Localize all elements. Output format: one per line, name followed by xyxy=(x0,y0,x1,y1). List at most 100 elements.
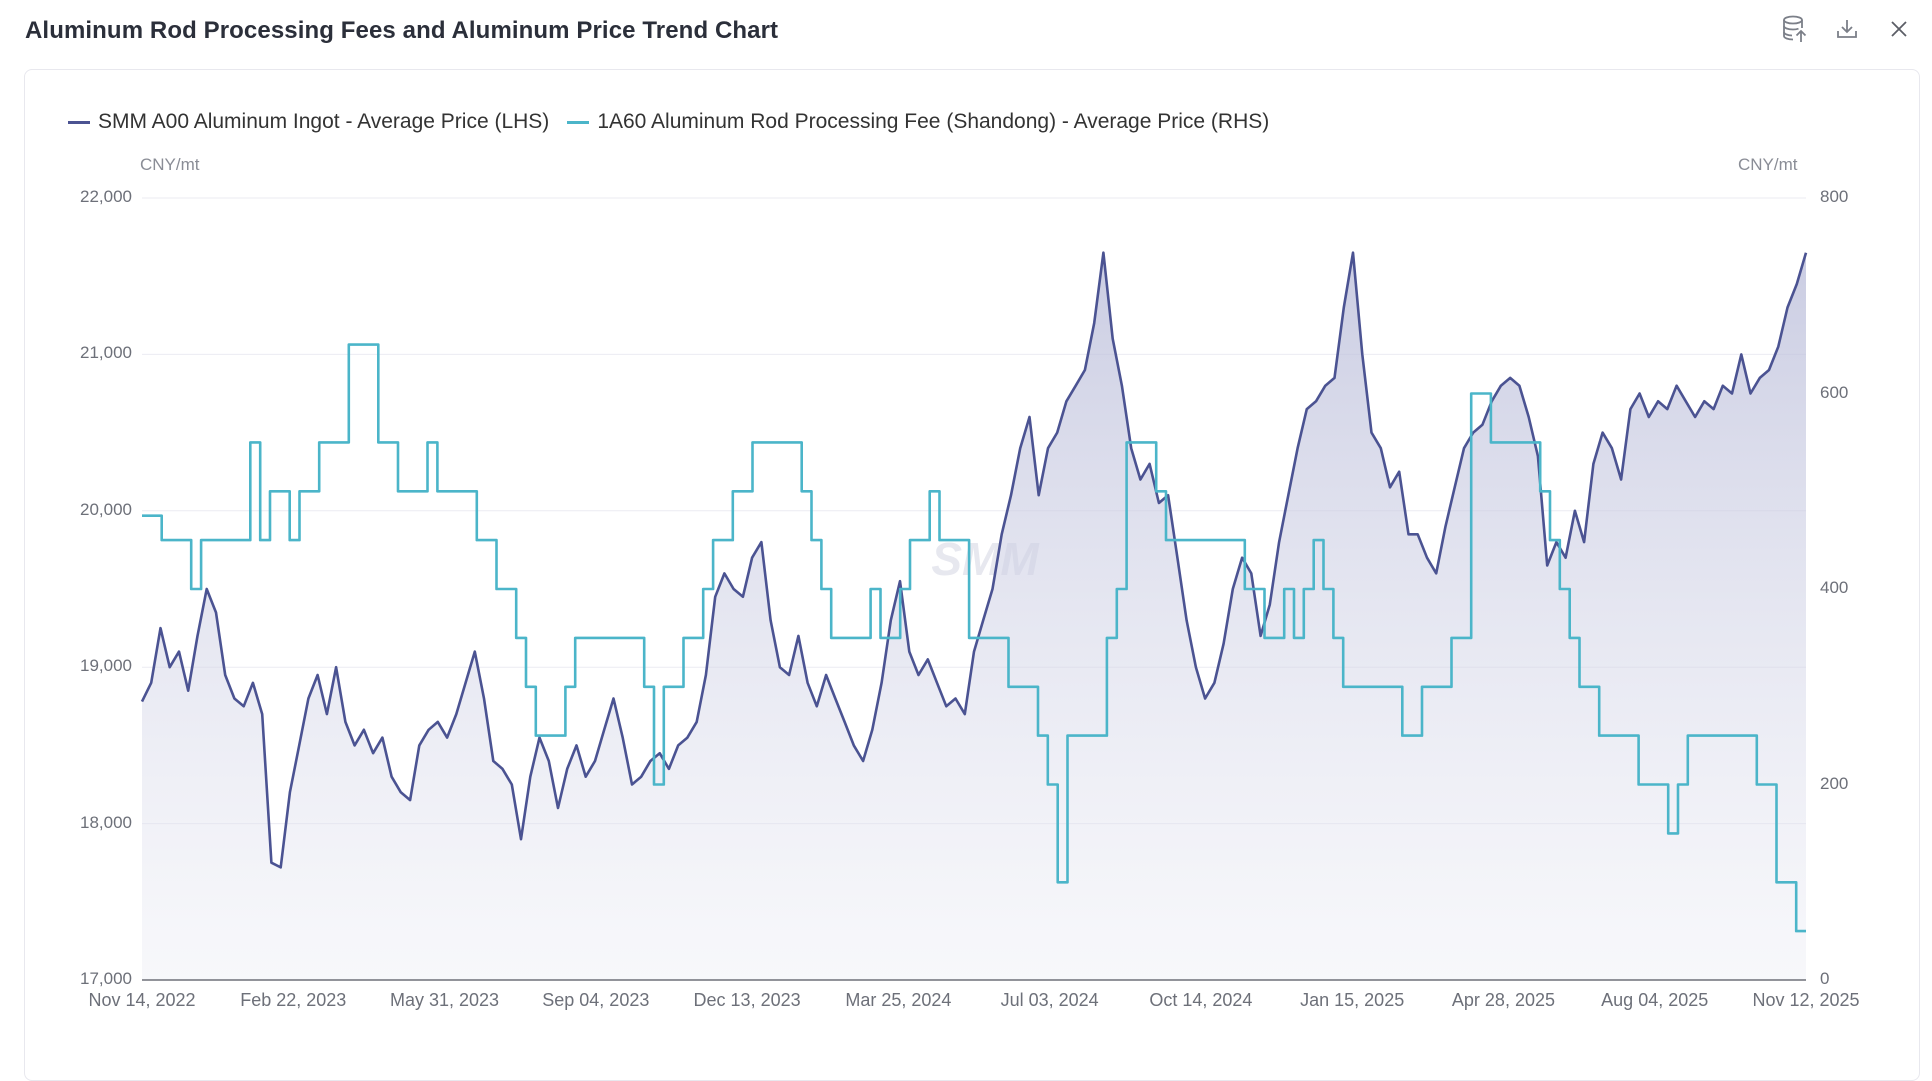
point-aluminum-price xyxy=(621,736,625,740)
point-processing-fee xyxy=(278,489,282,493)
series-line-processing-fee[interactable] xyxy=(142,343,1806,933)
legend-item-processing-fee[interactable]: 1A60 Aluminum Rod Processing Fee (Shando… xyxy=(567,110,1269,134)
point-processing-fee xyxy=(1331,636,1335,640)
point-processing-fee xyxy=(258,538,262,542)
point-aluminum-price xyxy=(1370,431,1374,435)
x-axis-tick-label: Mar 25, 2024 xyxy=(845,990,952,1010)
point-processing-fee xyxy=(534,734,538,738)
point-aluminum-price xyxy=(1175,556,1179,560)
point-aluminum-price xyxy=(1286,493,1290,497)
point-processing-fee xyxy=(652,783,656,787)
x-axis-tick-label: Nov 12, 2025 xyxy=(1752,990,1860,1010)
close-icon[interactable] xyxy=(1884,12,1914,46)
left-axis-tick-label: 20,000 xyxy=(80,499,132,519)
point-aluminum-price xyxy=(1758,376,1762,380)
x-axis-tick-label: Dec 13, 2023 xyxy=(693,990,801,1010)
point-processing-fee xyxy=(711,538,715,542)
x-axis-tick-label: Apr 28, 2025 xyxy=(1451,990,1555,1010)
point-processing-fee xyxy=(1223,538,1227,542)
point-processing-fee xyxy=(1784,880,1788,884)
point-aluminum-price xyxy=(1739,352,1743,356)
point-processing-fee xyxy=(1282,587,1286,591)
legend-swatch-aluminum-price xyxy=(68,120,90,124)
point-processing-fee xyxy=(849,636,853,640)
point-aluminum-price xyxy=(279,865,283,869)
point-aluminum-price xyxy=(1083,368,1087,372)
point-processing-fee xyxy=(918,538,922,542)
point-aluminum-price xyxy=(1027,415,1031,419)
point-aluminum-price xyxy=(1721,384,1725,388)
point-processing-fee xyxy=(1006,685,1010,689)
point-processing-fee xyxy=(396,489,400,493)
point-processing-fee xyxy=(1558,587,1562,591)
point-processing-fee xyxy=(1115,587,1119,591)
point-aluminum-price xyxy=(528,775,532,779)
point-processing-fee xyxy=(1489,440,1493,444)
point-aluminum-price xyxy=(1397,470,1401,474)
point-processing-fee xyxy=(1646,783,1650,787)
point-processing-fee xyxy=(1666,831,1670,835)
point-aluminum-price xyxy=(1619,478,1623,482)
left-axis-tick-label: 21,000 xyxy=(80,343,132,363)
point-aluminum-price xyxy=(898,579,902,583)
point-aluminum-price xyxy=(1277,540,1281,544)
point-processing-fee xyxy=(800,489,804,493)
point-processing-fee xyxy=(455,489,459,493)
point-aluminum-price xyxy=(741,595,745,599)
point-aluminum-price xyxy=(1564,556,1568,560)
x-axis-tick-label: Jan 15, 2025 xyxy=(1300,990,1405,1010)
point-aluminum-price xyxy=(1333,376,1337,380)
point-processing-fee xyxy=(662,685,666,689)
point-processing-fee xyxy=(1706,734,1710,738)
point-aluminum-price xyxy=(399,790,403,794)
point-processing-fee xyxy=(1804,929,1808,933)
point-aluminum-price xyxy=(1730,392,1734,396)
point-processing-fee xyxy=(475,538,479,542)
point-processing-fee xyxy=(1302,587,1306,591)
point-aluminum-price xyxy=(1638,392,1642,396)
download-icon[interactable] xyxy=(1832,12,1862,46)
legend-item-aluminum-price[interactable]: SMM A00 Aluminum Ingot - Average Price (… xyxy=(68,110,549,134)
point-aluminum-price xyxy=(787,673,791,677)
point-aluminum-price xyxy=(1185,618,1189,622)
point-processing-fee xyxy=(1696,734,1700,738)
point-aluminum-price xyxy=(1055,431,1059,435)
point-aluminum-price xyxy=(1480,423,1484,427)
point-aluminum-price xyxy=(1675,384,1679,388)
series-line-aluminum-price[interactable] xyxy=(140,251,1808,869)
point-aluminum-price xyxy=(935,681,939,685)
point-processing-fee xyxy=(1164,538,1168,542)
x-axis-tick-label: May 31, 2023 xyxy=(389,990,500,1010)
point-processing-fee xyxy=(1765,783,1769,787)
point-processing-fee xyxy=(1745,734,1749,738)
point-processing-fee xyxy=(1607,734,1611,738)
point-processing-fee xyxy=(642,685,646,689)
point-processing-fee xyxy=(1715,734,1719,738)
point-aluminum-price xyxy=(1351,251,1355,255)
point-aluminum-price xyxy=(917,673,921,677)
point-aluminum-price xyxy=(510,783,514,787)
point-aluminum-price xyxy=(1628,407,1632,411)
point-aluminum-price xyxy=(1305,407,1309,411)
point-aluminum-price xyxy=(1443,524,1447,528)
point-processing-fee xyxy=(583,636,587,640)
point-aluminum-price xyxy=(316,673,320,677)
point-aluminum-price xyxy=(1249,571,1253,575)
point-processing-fee xyxy=(731,489,735,493)
point-processing-fee xyxy=(613,636,617,640)
point-processing-fee xyxy=(288,538,292,542)
point-aluminum-price xyxy=(1009,493,1013,497)
point-processing-fee xyxy=(337,440,341,444)
point-aluminum-price xyxy=(1000,532,1004,536)
point-processing-fee xyxy=(1794,929,1798,933)
point-processing-fee xyxy=(1469,392,1473,396)
point-aluminum-price xyxy=(611,696,615,700)
point-aluminum-price xyxy=(501,767,505,771)
point-aluminum-price xyxy=(1018,446,1022,450)
point-aluminum-price xyxy=(593,759,597,763)
point-aluminum-price xyxy=(565,767,569,771)
point-aluminum-price xyxy=(519,837,523,841)
database-export-icon[interactable] xyxy=(1780,12,1810,46)
point-processing-fee xyxy=(1184,538,1188,542)
